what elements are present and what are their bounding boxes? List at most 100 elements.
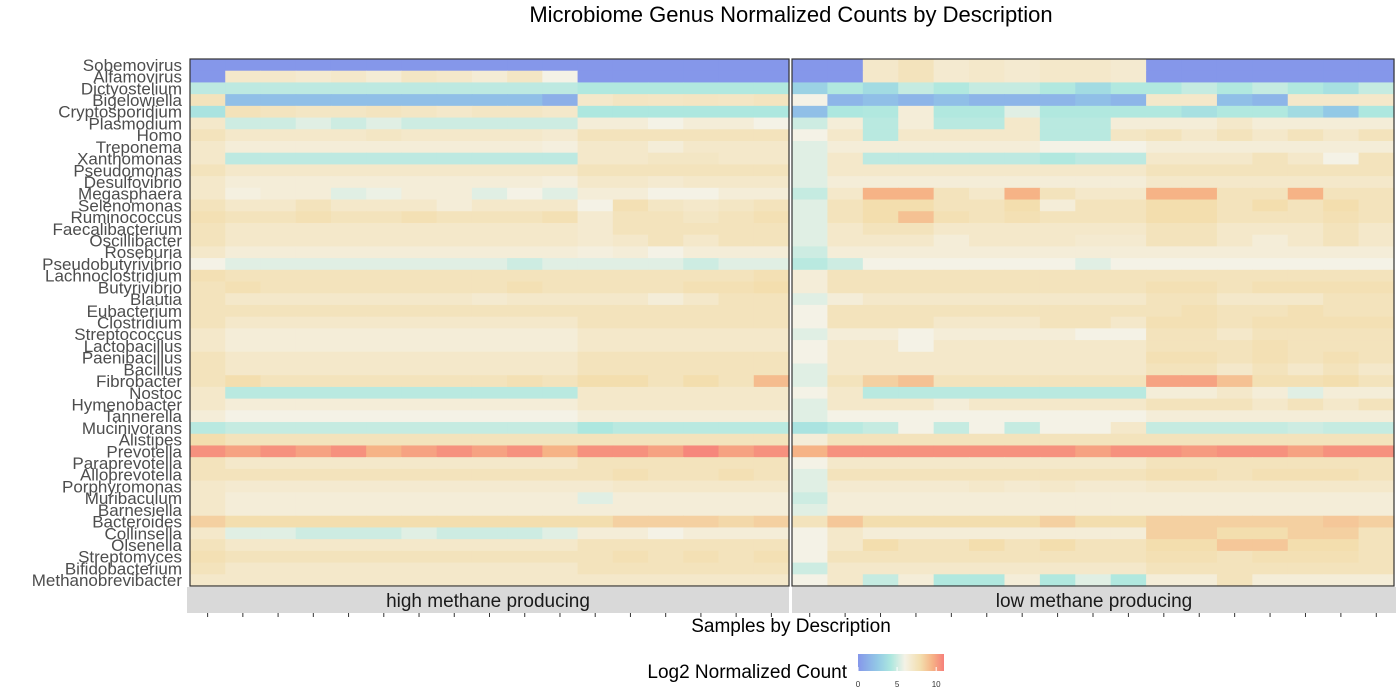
heatmap-cell (401, 152, 438, 165)
heatmap-cell (1252, 515, 1289, 529)
heatmap-cell (1358, 304, 1395, 318)
heatmap-cell (648, 293, 684, 306)
heatmap-cell (1146, 258, 1183, 271)
heatmap-cell (401, 457, 438, 470)
heatmap-cell (225, 363, 262, 376)
heatmap-cell (542, 222, 579, 236)
heatmap-cell (542, 269, 579, 283)
heatmap-cell (260, 222, 297, 236)
heatmap-cell (612, 105, 649, 119)
heatmap-cell (969, 199, 1006, 212)
heatmap-cell (827, 410, 864, 423)
heatmap-cell (933, 527, 970, 540)
heatmap-cell (969, 527, 1006, 540)
heatmap-cell (471, 105, 508, 119)
heatmap-cell (260, 234, 297, 247)
heatmap-cell (827, 375, 864, 388)
heatmap-cell (1216, 351, 1253, 365)
heatmap-cell (898, 527, 935, 540)
heatmap-cell (648, 211, 684, 224)
heatmap-cell (330, 82, 367, 95)
heatmap-cell (1075, 340, 1112, 353)
heatmap-cell (1287, 258, 1324, 271)
heatmap-cell (225, 375, 262, 388)
heatmap-cell (577, 105, 614, 119)
heatmap-cell (190, 152, 226, 165)
legend-tick-label: 10 (932, 680, 941, 689)
heatmap-cell (683, 70, 720, 84)
heatmap-cell (718, 164, 755, 177)
heatmap-cell (1323, 258, 1360, 271)
heatmap-cell (507, 129, 543, 142)
heatmap-cell (436, 164, 473, 177)
heatmap-cell (683, 539, 720, 552)
heatmap-cell (225, 527, 262, 540)
heatmap-cell (330, 445, 367, 458)
heatmap-cell (1216, 152, 1253, 165)
heatmap-cell (1110, 504, 1147, 517)
heatmap-cell (507, 316, 543, 329)
heatmap-cell (507, 176, 543, 189)
heatmap-cell (648, 70, 684, 84)
heatmap-cell (612, 410, 649, 423)
heatmap-cell (1358, 480, 1395, 493)
heatmap-cell (1287, 176, 1324, 189)
heatmap-cell (401, 574, 438, 587)
heatmap-cell (471, 304, 508, 318)
genus-label: Pseudobutyrivibrio (42, 255, 182, 274)
heatmap-cell (683, 187, 720, 201)
heatmap-cell (1323, 316, 1360, 329)
heatmap-cell (471, 492, 508, 505)
heatmap-cell (792, 293, 829, 306)
heatmap-cell (366, 433, 403, 447)
heatmap-cell (969, 234, 1006, 247)
heatmap-cell (471, 539, 508, 552)
heatmap-cell (1039, 363, 1076, 376)
heatmap-cell (1004, 140, 1041, 154)
heatmap-cell (190, 222, 226, 236)
heatmap-cell (436, 129, 473, 142)
heatmap-cell (401, 246, 438, 259)
heatmap-cell (1039, 164, 1076, 177)
heatmap-cell (577, 504, 614, 517)
heatmap-cell (1181, 386, 1218, 400)
heatmap-cell (827, 82, 864, 95)
heatmap-cell (612, 222, 649, 236)
heatmap-cell (683, 246, 720, 259)
heatmap-cell (862, 316, 899, 329)
heatmap-cell (1181, 328, 1218, 341)
heatmap-cell (1075, 539, 1112, 552)
heatmap-cell (401, 164, 438, 177)
heatmap-cell (190, 129, 226, 142)
heatmap-cell (471, 574, 508, 587)
heatmap-cell (933, 164, 970, 177)
heatmap-cell (753, 94, 790, 107)
heatmap-cell (542, 386, 579, 400)
heatmap-cell (225, 574, 262, 587)
heatmap-cell (862, 492, 899, 505)
heatmap-cell (753, 304, 790, 318)
heatmap-cell (969, 316, 1006, 329)
heatmap-cell (1146, 105, 1183, 119)
heatmap-cell (330, 59, 367, 72)
heatmap-cell (827, 492, 864, 505)
heatmap-cell (1039, 222, 1076, 236)
heatmap-cell (827, 176, 864, 189)
heatmap-cell (612, 94, 649, 107)
heatmap-cell (933, 258, 970, 271)
heatmap-cell (471, 457, 508, 470)
heatmap-cell (753, 222, 790, 236)
heatmap-cell (1323, 422, 1360, 435)
heatmap-cell (1004, 492, 1041, 505)
heatmap-cell (612, 258, 649, 271)
heatmap-cell (827, 562, 864, 575)
heatmap-cell (683, 433, 720, 447)
heatmap-cell (753, 562, 790, 575)
heatmap-cell (612, 164, 649, 177)
heatmap-cell (1181, 504, 1218, 517)
heatmap-cell (718, 234, 755, 247)
heatmap-cell (612, 398, 649, 411)
heatmap-cell (792, 492, 829, 505)
heatmap-cell (933, 363, 970, 376)
heatmap-cell (577, 410, 614, 423)
